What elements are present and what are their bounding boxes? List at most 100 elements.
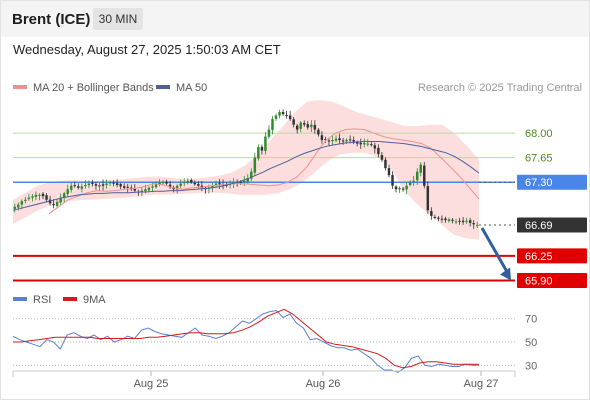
candle-body [108, 182, 112, 184]
candle-body [352, 140, 355, 142]
candle-body [218, 183, 221, 185]
candle-body [24, 199, 27, 201]
candle-body [281, 111, 285, 115]
legend-swatch-rsi-ma [63, 297, 77, 301]
candle-body [271, 119, 274, 130]
legend-label-rsi-ma: 9MA [83, 294, 106, 306]
candle-body [101, 184, 105, 186]
candle-body [391, 175, 394, 186]
candle-body [384, 159, 387, 169]
legend-label-ma50: MA 50 [176, 82, 207, 94]
candle-body [398, 187, 401, 190]
level-label-67.65: 67.65 [525, 153, 553, 165]
candle-body [274, 115, 278, 119]
x-tick-label: Aug 26 [306, 378, 341, 390]
timeframe-button[interactable]: 30 MIN [93, 8, 143, 30]
x-tick-label: Aug 25 [134, 378, 169, 390]
candle-body [267, 129, 271, 137]
candle-body [317, 129, 320, 135]
candle-body [98, 185, 101, 187]
candle-body [27, 197, 31, 200]
legend-label-rsi: RSI [33, 294, 51, 306]
candle-body [122, 186, 126, 188]
candle-body [161, 182, 165, 184]
candle-body [366, 143, 370, 145]
candle-body [154, 184, 158, 188]
candle-body [38, 194, 41, 196]
candle-body [94, 184, 98, 186]
candle-body [359, 142, 362, 145]
candle-body [133, 188, 137, 191]
x-tick-label: Aug 27 [464, 378, 499, 390]
ma50-line [12, 141, 480, 211]
candle-body [70, 185, 73, 190]
candle-body [461, 220, 465, 223]
candle-body [363, 142, 366, 145]
candle-body [468, 220, 472, 223]
candle-body [62, 193, 66, 198]
level-label-bg-66.25 [517, 248, 587, 264]
candle-body [158, 182, 161, 185]
candle-body [451, 219, 454, 221]
candle-body [165, 181, 168, 184]
candle-body [377, 147, 380, 155]
bollinger-band [13, 100, 479, 240]
candle-body [225, 185, 228, 187]
candle-body [324, 139, 327, 141]
legend-swatch-ma20 [13, 85, 27, 89]
candle-body [278, 112, 281, 116]
candle-body [105, 183, 108, 185]
candle-body [250, 171, 253, 179]
candle-body [147, 187, 151, 191]
candle-body [214, 183, 218, 185]
candle-body [73, 185, 77, 187]
candle-body [444, 218, 447, 221]
candle-body [430, 211, 433, 216]
candle-body [341, 140, 345, 142]
candle-body [59, 197, 62, 203]
candle-body [348, 139, 352, 141]
rsi-ma-line [13, 308, 479, 369]
candle-body [313, 124, 317, 130]
candle-body [394, 186, 398, 190]
candle-body [412, 180, 415, 182]
candle-body [334, 138, 338, 141]
candle-body [17, 204, 20, 208]
level-label-bg-66.69 [517, 217, 587, 233]
candle-body [52, 203, 55, 206]
candle-body [34, 194, 38, 197]
candle-body [419, 164, 422, 173]
candle-body [151, 186, 154, 188]
candle-body [327, 140, 331, 142]
candle-body [472, 223, 475, 225]
level-label-bg-67.30 [517, 174, 587, 190]
candle-body [31, 196, 34, 198]
candle-body [370, 144, 373, 146]
candle-body [345, 140, 348, 142]
candle-body [41, 193, 45, 197]
candle-body [115, 183, 119, 186]
candle-body [426, 186, 430, 211]
candle-body [190, 180, 193, 183]
candle-body [257, 147, 260, 159]
instrument-title: Brent (ICE) [12, 11, 91, 28]
header-bar: Brent (ICE) 30 MIN [1, 1, 589, 37]
datetime-label: Wednesday, August 27, 2025 1:50:03 AM CE… [13, 42, 281, 57]
candle-body [380, 155, 384, 160]
candle-body [387, 168, 391, 176]
candle-body [91, 182, 94, 184]
candle-body [242, 180, 246, 183]
candle-body [292, 119, 295, 125]
candle-body [447, 219, 451, 221]
candle-body [182, 182, 186, 184]
candle-body [168, 184, 172, 188]
candle-body [320, 135, 324, 141]
candle-body [355, 142, 359, 144]
candle-body [373, 145, 377, 149]
candle-body [144, 189, 147, 192]
candle-body [465, 220, 468, 222]
candle-body [45, 195, 48, 200]
candle-body [119, 184, 122, 187]
candle-body [310, 124, 313, 128]
